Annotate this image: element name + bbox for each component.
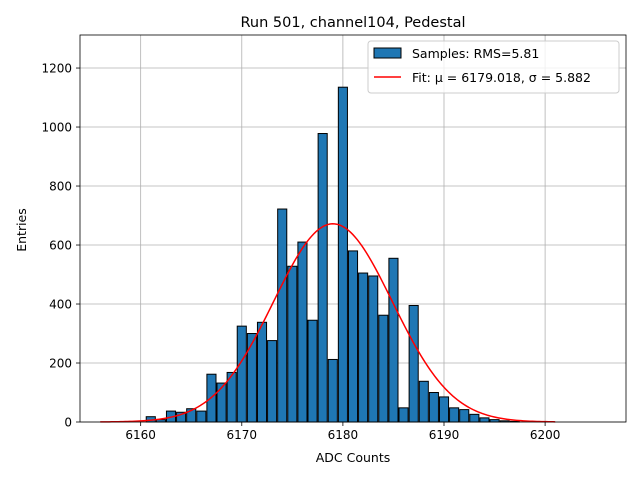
histogram-bar xyxy=(368,275,379,423)
chart-title: Run 501, channel104, Pedestal xyxy=(240,15,465,31)
histogram-bar xyxy=(267,340,278,423)
histogram-bar xyxy=(388,257,399,423)
histogram-bar xyxy=(317,133,328,423)
y-tick-label: 600 xyxy=(49,239,72,253)
y-tick-label: 800 xyxy=(49,180,72,194)
histogram-bar xyxy=(428,392,439,423)
x-tick-label: 6160 xyxy=(125,428,156,442)
x-tick-label: 6200 xyxy=(530,428,561,442)
legend-samples-swatch xyxy=(373,47,402,59)
x-axis-label: ADC Counts xyxy=(316,450,391,465)
y-tick-label: 400 xyxy=(49,298,72,312)
x-tick-label: 6170 xyxy=(227,428,258,442)
histogram-bar xyxy=(297,241,308,423)
histogram-bar xyxy=(236,325,247,423)
histogram-bar xyxy=(216,382,227,423)
histogram-bar xyxy=(459,409,470,423)
histogram-bar xyxy=(479,417,490,423)
histogram-bar xyxy=(418,380,429,423)
x-tick-label: 6180 xyxy=(328,428,359,442)
y-tick-label: 1200 xyxy=(41,62,72,76)
legend: Samples: RMS=5.81 Fit: μ = 6179.018, σ =… xyxy=(367,40,620,94)
y-tick-label: 1000 xyxy=(41,121,72,135)
histogram-bar xyxy=(408,304,419,423)
y-tick-label: 0 xyxy=(64,416,72,430)
histogram-bar xyxy=(378,314,389,423)
x-tick-label: 6190 xyxy=(429,428,460,442)
histogram-bar xyxy=(438,396,450,423)
histogram-bar xyxy=(327,358,338,423)
y-tick-label: 200 xyxy=(49,357,72,371)
histogram-bar xyxy=(347,250,359,423)
histogram-bar xyxy=(307,319,318,423)
histogram-bar xyxy=(337,86,348,423)
histogram-bar xyxy=(469,413,480,423)
histogram-bars xyxy=(145,86,520,423)
legend-samples-label: Samples: RMS=5.81 xyxy=(412,46,539,61)
gaussian-fit-curve xyxy=(100,223,556,423)
histogram-bar xyxy=(287,265,298,423)
histogram-bar xyxy=(256,321,268,423)
histogram-bar xyxy=(358,272,369,423)
histogram-bar xyxy=(449,407,460,423)
histogram-bar xyxy=(398,407,409,423)
histogram-bar xyxy=(277,208,288,423)
legend-fit-label: Fit: μ = 6179.018, σ = 5.882 xyxy=(412,70,591,85)
plot-frame xyxy=(79,34,627,423)
y-axis-label: Entries xyxy=(14,208,29,252)
histogram-bar xyxy=(246,333,257,423)
axis-ticks: 6160 6170 6180 6190 6200 0 200 400 600 800 1000 120… xyxy=(41,62,560,442)
histogram-bar xyxy=(196,410,207,423)
legend-box xyxy=(367,40,620,94)
